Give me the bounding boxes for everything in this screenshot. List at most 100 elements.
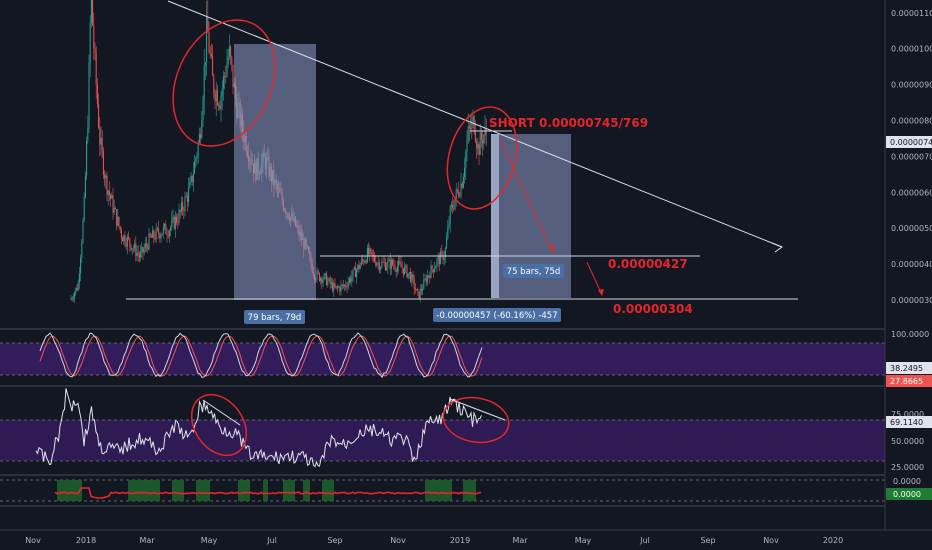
candle-body-94	[183, 210, 185, 211]
candle-body-324	[459, 195, 461, 197]
candle-body-326	[461, 183, 463, 188]
candle-body-237	[354, 267, 356, 278]
candle-body-207	[318, 272, 320, 281]
candle-body-36	[113, 208, 115, 213]
candle-body-29	[105, 175, 107, 179]
candle-body-8	[80, 258, 82, 274]
candle-body-228	[344, 285, 346, 287]
candle-body-273	[398, 261, 400, 267]
candle-body-299	[429, 275, 431, 279]
time-tick-10: Jul	[639, 536, 650, 545]
rsi-ellipse-2	[442, 396, 510, 444]
candle-body-112	[204, 62, 206, 66]
candle-body-40	[118, 216, 120, 227]
candle-body-321	[455, 189, 457, 200]
candle-body-131	[227, 56, 229, 64]
candle-body-28	[104, 174, 106, 179]
time-tick-7: 2019	[450, 536, 470, 545]
time-tick-11: Sep	[700, 536, 715, 545]
measure-label-bg	[433, 308, 561, 322]
candle-body-241	[359, 264, 361, 269]
candle-body-242	[360, 259, 362, 265]
candle-body-325	[460, 183, 462, 197]
candle-body-113	[206, 17, 208, 63]
macd-zone-3	[196, 480, 210, 501]
candle-body-52	[132, 248, 134, 250]
candle-body-123	[218, 104, 220, 106]
time-tick-6: Nov	[390, 536, 406, 545]
candle-body-23	[98, 104, 100, 128]
candle-body-7	[78, 273, 80, 283]
candle-body-294	[423, 279, 425, 290]
candle-body-126	[221, 88, 223, 97]
time-tick-8: Mar	[512, 536, 528, 545]
candle-body-20	[94, 47, 96, 54]
projection-arrow-2	[586, 261, 603, 296]
candle-body-11	[83, 196, 85, 221]
time-tick-2: Mar	[139, 536, 155, 545]
candle-body-61	[143, 248, 145, 253]
candle-body-72	[156, 228, 158, 230]
candle-body-84	[171, 219, 173, 228]
candle-body-340	[478, 144, 480, 155]
candle-body-283	[410, 272, 412, 282]
candle-body-211	[323, 273, 325, 280]
candle-body-220	[334, 283, 336, 288]
range-box-1-label: 79 bars, 79d	[248, 313, 302, 323]
candle-body-55	[136, 252, 138, 257]
candle-body-213	[326, 273, 328, 285]
candle-body-223	[338, 287, 340, 289]
candle-body-316	[449, 206, 451, 224]
candle-body-205	[316, 270, 318, 280]
candle-body-120	[214, 93, 216, 102]
candle-body-100	[190, 175, 192, 183]
candle-body-257	[378, 262, 380, 270]
measure-label: -0.00000457 (-60.16%) -457	[436, 311, 557, 321]
candle-body-256	[377, 262, 379, 264]
candle-body-222	[336, 286, 338, 288]
candle-body-341	[479, 132, 481, 155]
macd-panel	[0, 479, 885, 502]
candle-body-46	[125, 243, 127, 247]
candle-body-312	[444, 248, 446, 258]
candle-body-215	[328, 278, 330, 281]
time-tick-13: 2020	[823, 536, 843, 545]
candle-body-269	[393, 264, 395, 266]
candle-body-127	[222, 76, 224, 89]
candle-body-259	[381, 262, 383, 268]
candle-body-252	[372, 254, 374, 256]
trendline-arrowhead	[771, 242, 784, 253]
candle-body-344	[483, 135, 485, 144]
time-tick-12: Nov	[763, 536, 779, 545]
candle-body-133	[230, 46, 232, 57]
rsi-ellipse-1	[190, 393, 248, 457]
candle-body-106	[197, 142, 199, 156]
candle-body-128	[224, 76, 226, 77]
candle-body-277	[402, 268, 404, 275]
candle-body-295	[424, 278, 426, 280]
candle-body-327	[462, 177, 464, 188]
candle-body-115	[208, 32, 210, 53]
target2-label: 0.00000304	[613, 302, 693, 316]
target1-label: 0.00000427	[608, 257, 688, 271]
candle-body-286	[413, 278, 415, 289]
current-price-badge	[886, 136, 932, 148]
candle-body-226	[341, 284, 343, 286]
candle-body-64	[147, 245, 149, 250]
candle-body-317	[450, 205, 452, 207]
candle-body-77	[162, 226, 164, 234]
candle-body-35	[112, 195, 114, 213]
candle-body-284	[411, 274, 413, 282]
candle-body-15	[88, 62, 90, 129]
candle-body-42	[120, 229, 122, 238]
candle-body-318	[452, 205, 454, 209]
candle-body-234	[351, 276, 353, 282]
candle-body-48	[128, 236, 130, 239]
stoch-tick: 100.0000	[891, 330, 929, 339]
macd-line	[54, 487, 482, 499]
candle-body-125	[220, 96, 222, 110]
candle-body-33	[110, 194, 112, 199]
candle-body-97	[186, 196, 188, 202]
candle-body-90	[178, 210, 180, 223]
